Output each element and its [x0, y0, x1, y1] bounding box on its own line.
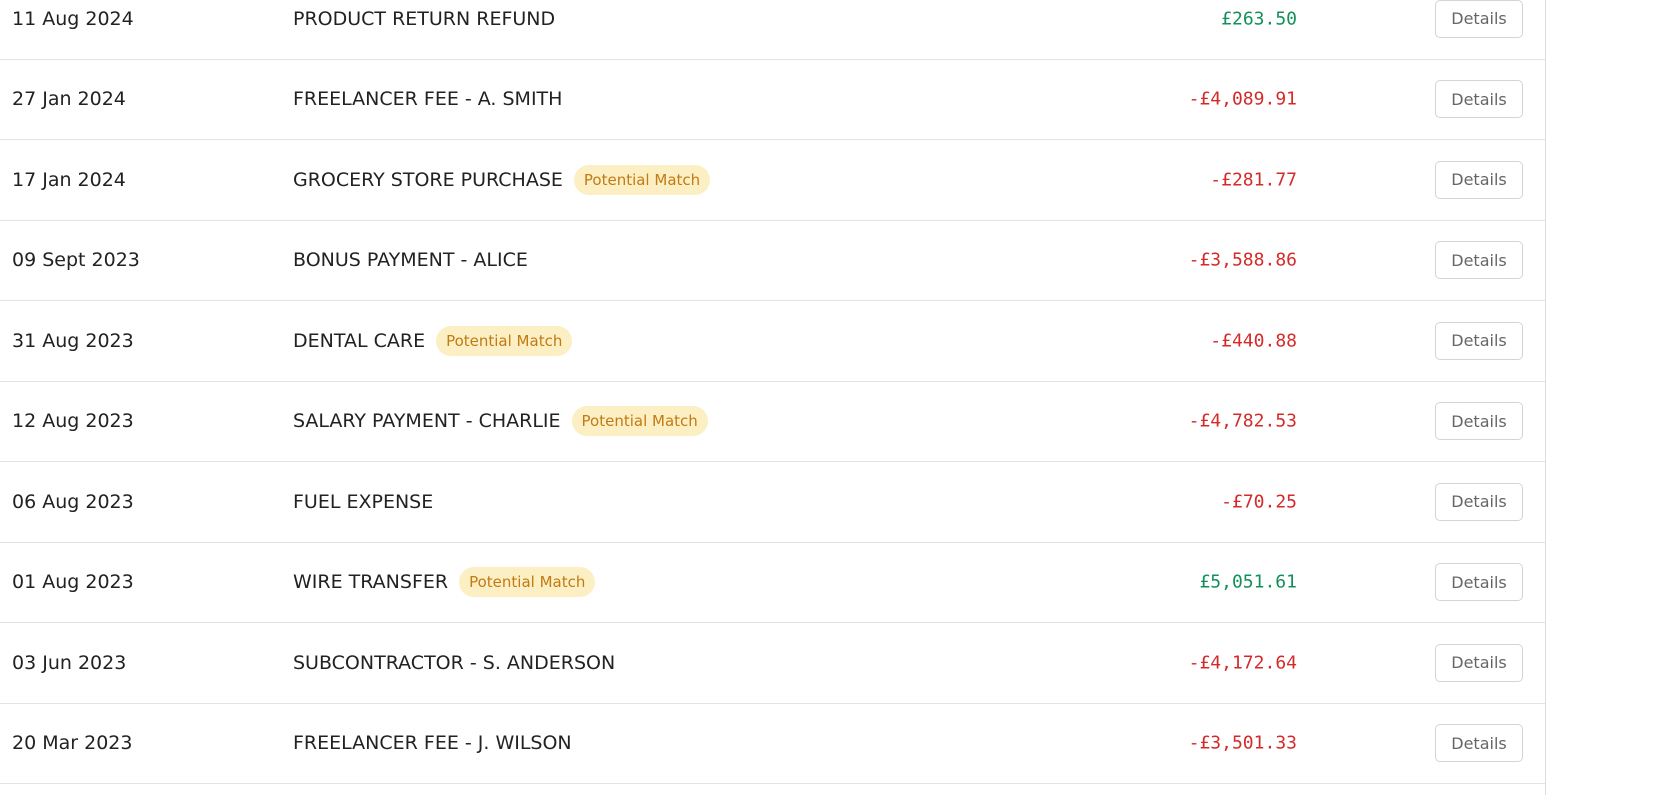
description-cell: BONUS PAYMENT - ALICE: [293, 249, 528, 271]
amount: -£4,172.64: [1188, 652, 1297, 674]
transaction-row: 27 Jan 2024 FREELANCER FEE - A. SMITH -£4,…: [0, 60, 1545, 140]
amount: -£4,089.91: [1188, 88, 1297, 110]
details-button[interactable]: Details: [1435, 724, 1523, 763]
transaction-row: 01 Aug 2023 WIRE TRANSFER Potential Match £…: [0, 543, 1545, 623]
amount: -£70.25: [1221, 491, 1297, 513]
date: 12 Aug 2023: [12, 410, 134, 433]
description-cell: PRODUCT RETURN REFUND: [293, 8, 555, 30]
match-badge: Potential Match: [436, 325, 573, 356]
transaction-row: 20 Mar 2023 FREELANCER FEE - J. WILSON -£3…: [0, 704, 1545, 784]
description-cell: WIRE TRANSFER Potential Match: [293, 567, 596, 598]
transaction-row: 17 Jan 2024 GROCERY STORE PURCHASE Potenti…: [0, 140, 1545, 221]
date: 11 Aug 2024: [12, 7, 134, 30]
description: WIRE TRANSFER: [293, 571, 449, 594]
transaction-row: 09 Sept 2023 BONUS PAYMENT - ALICE -£3,588…: [0, 221, 1545, 301]
details-button[interactable]: Details: [1435, 321, 1523, 360]
date: 01 Aug 2023: [12, 571, 134, 594]
description: FREELANCER FEE - A. SMITH: [293, 88, 563, 111]
description-cell: FREELANCER FEE - A. SMITH: [293, 88, 562, 110]
details-button[interactable]: Details: [1435, 241, 1523, 280]
date: 03 Jun 2023: [12, 651, 127, 674]
details-button[interactable]: Details: [1435, 643, 1523, 682]
description: PRODUCT RETURN REFUND: [293, 7, 556, 30]
amount: -£3,501.33: [1188, 732, 1297, 754]
details-button[interactable]: Details: [1435, 563, 1523, 602]
description-cell: DENTAL CARE Potential Match: [293, 325, 573, 356]
description-cell: FREELANCER FEE - J. WILSON: [293, 732, 572, 754]
match-badge: Potential Match: [571, 406, 708, 437]
details-button[interactable]: Details: [1435, 80, 1523, 119]
description: FUEL EXPENSE: [293, 490, 434, 513]
amount: -£440.88: [1210, 330, 1297, 352]
description: BONUS PAYMENT - ALICE: [293, 249, 528, 272]
details-button[interactable]: Details: [1435, 0, 1523, 38]
description: SUBCONTRACTOR - S. ANDERSON: [293, 651, 616, 674]
details-button[interactable]: Details: [1435, 402, 1523, 441]
description-cell: SALARY PAYMENT - CHARLIE Potential Match: [293, 406, 708, 437]
amount: £5,051.61: [1199, 571, 1297, 593]
description-cell: GROCERY STORE PURCHASE Potential Match: [293, 164, 711, 195]
date: 20 Mar 2023: [12, 732, 133, 755]
date: 17 Jan 2024: [12, 168, 126, 191]
amount: -£4,782.53: [1188, 410, 1297, 432]
amount: -£281.77: [1210, 169, 1297, 191]
transaction-row: 31 Aug 2023 DENTAL CARE Potential Match -£4…: [0, 301, 1545, 382]
transaction-row: 12 Aug 2023 SALARY PAYMENT - CHARLIE Poten…: [0, 382, 1545, 462]
date: 09 Sept 2023: [12, 249, 140, 272]
date: 06 Aug 2023: [12, 490, 134, 513]
amount: -£3,588.86: [1188, 249, 1297, 271]
details-button[interactable]: Details: [1435, 160, 1523, 199]
transactions-table: 11 Aug 2024 PRODUCT RETURN REFUND £263.50 D…: [0, 0, 1546, 795]
description: GROCERY STORE PURCHASE: [293, 168, 563, 191]
description: SALARY PAYMENT - CHARLIE: [293, 410, 561, 433]
details-button[interactable]: Details: [1435, 482, 1523, 521]
description-cell: SUBCONTRACTOR - S. ANDERSON: [293, 652, 615, 674]
amount: £263.50: [1221, 8, 1297, 30]
description: FREELANCER FEE - J. WILSON: [293, 732, 572, 755]
transaction-row: 06 Aug 2023 FUEL EXPENSE -£70.25 Details: [0, 462, 1545, 543]
date: 27 Jan 2024: [12, 88, 126, 111]
transaction-row: 11 Aug 2024 PRODUCT RETURN REFUND £263.50 D…: [0, 0, 1545, 60]
transaction-row: 03 Jun 2023 SUBCONTRACTOR - S. ANDERSON -£…: [0, 623, 1545, 704]
date: 31 Aug 2023: [12, 329, 134, 352]
description-cell: FUEL EXPENSE: [293, 491, 433, 513]
description: DENTAL CARE: [293, 329, 426, 352]
match-badge: Potential Match: [573, 164, 711, 195]
match-badge: Potential Match: [459, 567, 596, 598]
